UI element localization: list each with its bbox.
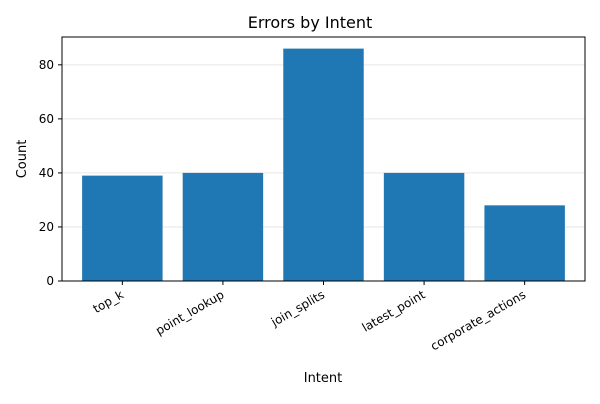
y-axis-ticks: 0 20 40 60 80 (39, 58, 62, 288)
y-tick-label-1: 20 (39, 220, 54, 234)
bar-corporate_actions (484, 205, 565, 281)
y-tick-label-2: 40 (39, 166, 54, 180)
x-axis-label: Intent (304, 371, 343, 386)
x-tick-label-join_splits: join_splits (268, 287, 327, 329)
x-axis-ticks: top_k point_lookup join_splits latest_point… (91, 281, 528, 353)
bar-join_splits (283, 48, 364, 281)
x-tick-label-corporate_actions: corporate_actions (428, 287, 528, 353)
x-tick-label-point_lookup: point_lookup (153, 287, 226, 337)
y-tick-label-4: 80 (39, 58, 54, 72)
x-tick-label-top_k: top_k (91, 287, 126, 315)
y-tick-label-0: 0 (46, 274, 54, 288)
bar-latest_point (383, 172, 465, 281)
x-tick-label-latest_point: latest_point (360, 287, 428, 334)
y-axis-label: Count (15, 140, 30, 179)
y-tick-label-3: 60 (39, 112, 54, 126)
bar-point_lookup (182, 172, 264, 281)
bar-top_k (82, 175, 163, 281)
chart-title: Errors by Intent (248, 13, 373, 32)
bars (82, 48, 565, 281)
